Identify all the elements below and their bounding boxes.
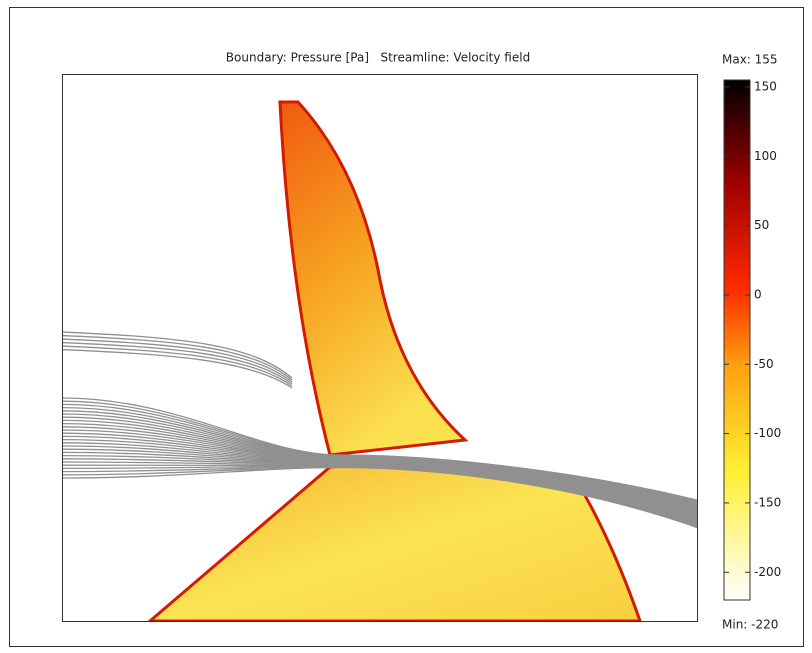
chart-title: Boundary: Pressure [Pa] Streamline: Velo… xyxy=(226,51,530,65)
colorbar-tick-label: -100 xyxy=(754,426,781,440)
fin-surface xyxy=(278,100,469,457)
streamline xyxy=(63,348,293,389)
colorbar-tick-label: 50 xyxy=(754,218,769,232)
streamline xyxy=(63,331,293,379)
streamline xyxy=(63,466,697,529)
colorbar xyxy=(723,79,751,601)
frame xyxy=(9,7,804,647)
min-label: Min: -220 xyxy=(722,618,778,632)
colorbar-tick-label: -150 xyxy=(754,495,781,509)
streamlines xyxy=(63,331,697,529)
streamline xyxy=(63,334,293,381)
colorbar-tick-label: -50 xyxy=(754,357,774,371)
streamline xyxy=(63,338,293,383)
streamline xyxy=(63,345,293,387)
colorbar-tick-label: 0 xyxy=(754,287,762,301)
colorbar-tick-label: -200 xyxy=(754,565,781,579)
colorbar-tick-label: 100 xyxy=(754,149,777,163)
streamline xyxy=(63,341,293,385)
max-label: Max: 155 xyxy=(722,53,778,67)
plot xyxy=(63,100,697,621)
colorbar-tick-label: 150 xyxy=(754,79,777,93)
